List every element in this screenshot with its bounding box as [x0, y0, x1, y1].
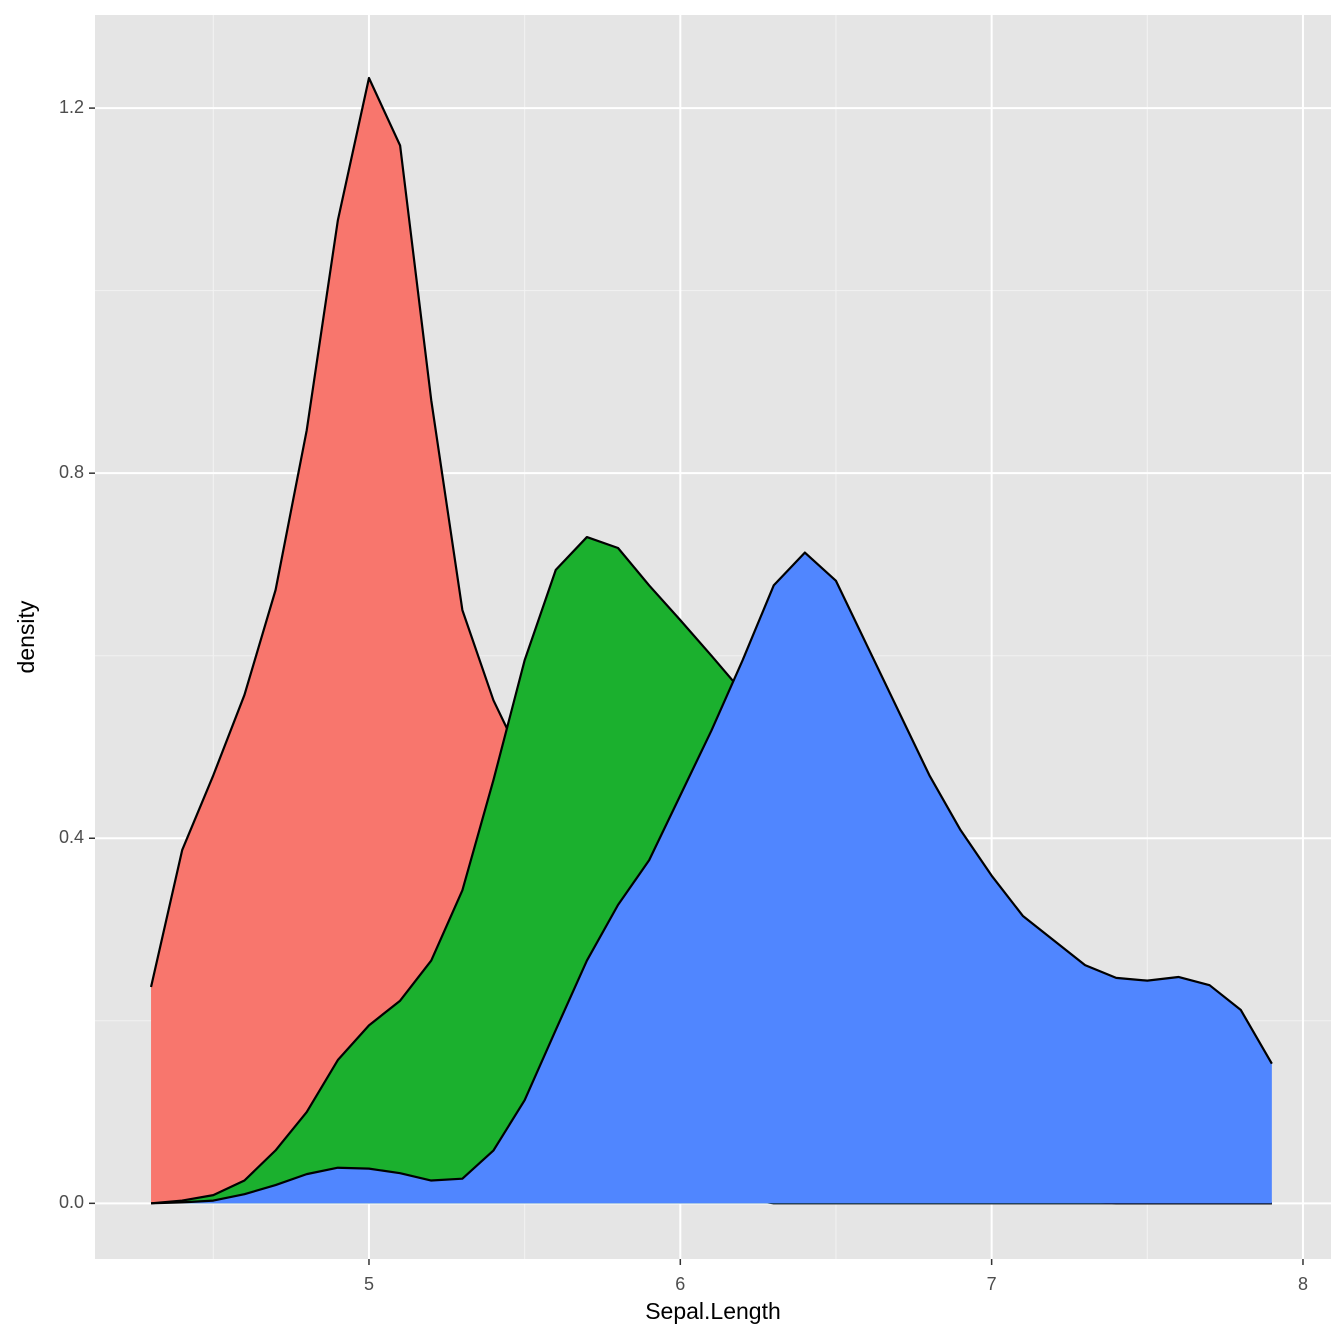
- density-area: [151, 552, 1272, 1204]
- y-tick-label: 0.8: [59, 462, 84, 482]
- x-tick-label: 8: [1298, 1274, 1308, 1294]
- y-tick-label: 1.2: [59, 97, 84, 117]
- density-area: [151, 77, 1272, 1204]
- x-tick-label: 5: [364, 1274, 374, 1294]
- x-tick-label: 6: [675, 1274, 685, 1294]
- x-axis-title: Sepal.Length: [645, 1298, 781, 1324]
- density-line: [151, 551, 1273, 1205]
- y-tick-label: 0.0: [59, 1192, 84, 1212]
- axes: 5 6 7 8 0.0 0.4 0.8 1.2: [59, 97, 1308, 1294]
- y-axis-title: density: [13, 600, 39, 673]
- y-tick-label: 0.4: [59, 827, 84, 847]
- x-tick-label: 7: [987, 1274, 997, 1294]
- areas: [149, 76, 1273, 1205]
